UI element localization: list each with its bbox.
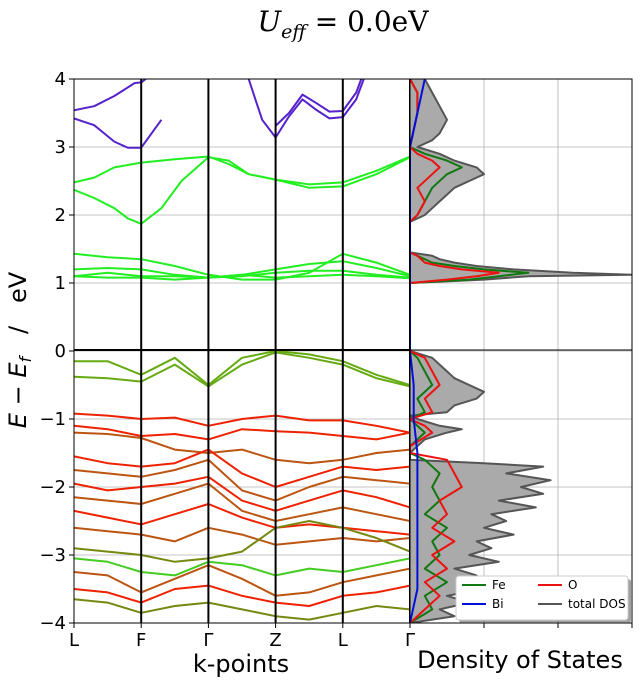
y-tick-label: −2 [39,477,66,498]
band-line [74,118,161,147]
x-tick-label: Γ [405,630,415,651]
y-tick-label: 4 [55,69,66,90]
band-line [74,599,410,619]
y-tick-label: −4 [39,613,66,634]
y-tick-label: −1 [39,409,66,430]
y-tick-label: 3 [55,137,66,158]
legend-label: total DOS [568,597,626,611]
band-lines [74,59,410,620]
legend-label: O [568,578,577,592]
band-y-ticks: −4 −3 −2 −1 0 1 2 3 4 [39,69,74,634]
band-line [74,558,410,575]
band-line [74,157,410,224]
band-line [74,565,410,596]
band-line [242,59,276,138]
band-line [74,59,168,111]
band-line [276,72,367,137]
x-tick-label: L [69,630,79,651]
y-tick-label: 2 [55,205,66,226]
band-line [74,521,410,562]
y-tick-label: 1 [55,273,66,294]
band-line [74,504,410,535]
y-tick-label: −3 [39,545,66,566]
band-line [74,586,410,606]
band-line [74,450,410,487]
x-axis-label-dos: Density of States [417,646,623,674]
dos-panel [410,79,632,628]
legend-label: Bi [492,597,504,611]
band-line [74,426,410,440]
x-tick-label: F [136,630,146,651]
x-axis-label-bands: k-points [193,650,289,678]
y-tick-label: 0 [55,341,66,362]
dos-x-ticks [410,623,632,628]
band-structure-panel: −4 −3 −2 −1 0 1 2 3 4 L F Γ Z L Γ [39,59,415,651]
legend-label: Fe [492,578,506,592]
x-tick-label: L [338,630,348,651]
y-axis-label: E − Ef / eV [4,271,35,428]
band-line [74,477,410,511]
figure-title: Ueff = 0.0eV [258,5,430,43]
x-tick-label: Γ [203,630,213,651]
dos-legend: Fe O Bi total DOS [456,576,631,623]
x-tick-label: Z [269,630,281,651]
